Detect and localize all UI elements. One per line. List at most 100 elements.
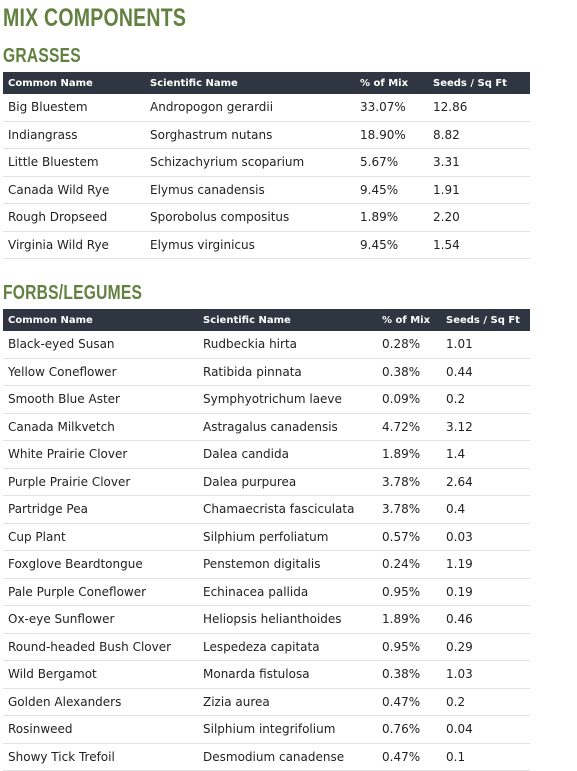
table-cell: Wild Bergamot [8,667,97,682]
table-row: Ox-eye Sunflower Heliopsis helianthoides 1… [3,606,530,634]
table-cell: Rough Dropseed [8,210,108,225]
table-cell: 1.01 [446,337,473,352]
table-cell: Smooth Blue Aster [8,392,120,407]
header-cell: Seeds / Sq Ft [433,77,507,89]
table-row: Foxglove Beardtongue Penstemon digitalis 0… [3,551,530,579]
table-cell: Ox-eye Sunflower [8,612,115,627]
table-cell: 0.76% [382,722,421,737]
table-header: Common Name Scientific Name % of Mix Seeds … [3,309,530,331]
table-cell: Symphyotrichum laeve [203,392,342,407]
table-cell: Lespedeza capitata [203,639,320,654]
table-row: Rough Dropseed Sporobolus compositus 1.89%… [3,204,530,232]
table-row: Purple Prairie Clover Dalea purpurea 3.78%… [3,469,530,496]
table-cell: 0.29 [446,639,473,654]
table-cell: 0.95% [382,639,421,654]
header-cell: Scientific Name [150,77,238,89]
table-row: Indiangrass Sorghastrum nutans 18.90% 8.82 [3,122,530,149]
table-header: Common Name Scientific Name % of Mix Seeds … [3,72,530,94]
table-cell: 3.78% [382,502,421,517]
table-cell: 2.64 [446,474,473,489]
header-cell: Seeds / Sq Ft [446,314,520,326]
table-row: Pale Purple Coneflower Echinacea pallida 0… [3,579,530,606]
table-cell: 0.4 [446,502,466,517]
table-row: Black-eyed Susan Rudbeckia hirta 0.28% 1.01 [3,331,530,359]
table-cell: 0.03 [446,529,473,544]
table-cell: Penstemon digitalis [203,557,321,572]
table: Common Name Scientific Name % of Mix Seeds … [3,309,530,771]
table-cell: 1.89% [382,447,421,462]
section-heading: GRASSES [3,45,81,67]
table-cell: 1.03 [446,667,473,682]
table-cell: Andropogon gerardii [150,100,274,115]
table-cell: 0.2 [446,694,466,709]
table-cell: 0.28% [382,337,421,352]
table-cell: Round-headed Bush Clover [8,639,172,654]
table-row: Showy Tick Trefoil Desmodium canadense 0.4… [3,744,530,771]
table-cell: Sporobolus compositus [150,210,290,225]
table-cell: 0.38% [382,667,421,682]
table-cell: Echinacea pallida [203,584,309,599]
table-cell: Schizachyrium scoparium [150,155,305,170]
table-cell: Yellow Coneflower [8,364,117,379]
table-cell: 3.31 [433,155,460,170]
table-cell: 0.04 [446,722,473,737]
table-cell: Sorghastrum nutans [150,127,273,142]
table-cell: 1.91 [433,182,460,197]
table-cell: Rosinweed [8,722,73,737]
page-title: MIX COMPONENTS [3,4,187,32]
table-cell: 2.20 [433,210,460,225]
table-cell: 9.45% [360,182,399,197]
table-cell: Virginia Wild Rye [8,237,109,252]
table-cell: Purple Prairie Clover [8,474,131,489]
table-row: Cup Plant Silphium perfoliatum 0.57% 0.03 [3,524,530,551]
table: Common Name Scientific Name % of Mix Seeds … [3,72,530,259]
table-row: Smooth Blue Aster Symphyotrichum laeve 0.0… [3,386,530,414]
table-cell: 3.12 [446,419,473,434]
table-cell: Partridge Pea [8,502,88,517]
table-row: Golden Alexanders Zizia aurea 0.47% 0.2 [3,689,530,716]
table-cell: 0.24% [382,557,421,572]
table-cell: White Prairie Clover [8,447,128,462]
table-cell: 0.44 [446,364,473,379]
table-cell: 0.47% [382,694,421,709]
table-row: Big Bluestem Andropogon gerardii 33.07% 12.… [3,94,530,122]
table-cell: 0.38% [382,364,421,379]
table-row: Yellow Coneflower Ratibida pinnata 0.38% 0.… [3,359,530,386]
table-row: Canada Milkvetch Astragalus canadensis 4.7… [3,414,530,441]
header-cell: Scientific Name [203,314,291,326]
table-cell: Ratibida pinnata [203,364,302,379]
table-cell: Monarda fistulosa [203,667,310,682]
table-cell: 3.78% [382,474,421,489]
table-cell: Black-eyed Susan [8,337,115,352]
table-cell: 1.19 [446,557,473,572]
table-cell: Silphium perfoliatum [203,529,329,544]
section-heading: FORBS/LEGUMES [3,282,143,304]
table-cell: Canada Milkvetch [8,419,115,434]
table-cell: 1.4 [446,447,466,462]
table-cell: 1.89% [382,612,421,627]
header-cell: Common Name [8,314,93,326]
table-cell: 0.2 [446,392,466,407]
table-cell: 0.09% [382,392,421,407]
table-cell: Cup Plant [8,529,66,544]
header-cell: % of Mix [360,77,409,89]
table-cell: 33.07% [360,100,406,115]
table-cell: 0.46 [446,612,473,627]
table-cell: 8.82 [433,127,460,142]
header-cell: Common Name [8,77,93,89]
table-cell: 0.95% [382,584,421,599]
table-row: Wild Bergamot Monarda fistulosa 0.38% 1.03 [3,661,530,689]
table-row: Virginia Wild Rye Elymus virginicus 9.45% 1… [3,232,530,259]
table-cell: Chamaecrista fasciculata [203,502,355,517]
table-row: Partridge Pea Chamaecrista fasciculata 3.7… [3,496,530,524]
table-row: Canada Wild Rye Elymus canadensis 9.45% 1.9… [3,177,530,204]
table-cell: Big Bluestem [8,100,88,115]
table-cell: 9.45% [360,237,399,252]
table-cell: Rudbeckia hirta [203,337,298,352]
table-cell: Heliopsis helianthoides [203,612,342,627]
table-cell: 4.72% [382,419,421,434]
table-cell: 1.89% [360,210,399,225]
table-cell: 0.57% [382,529,421,544]
table-cell: Dalea purpurea [203,474,297,489]
